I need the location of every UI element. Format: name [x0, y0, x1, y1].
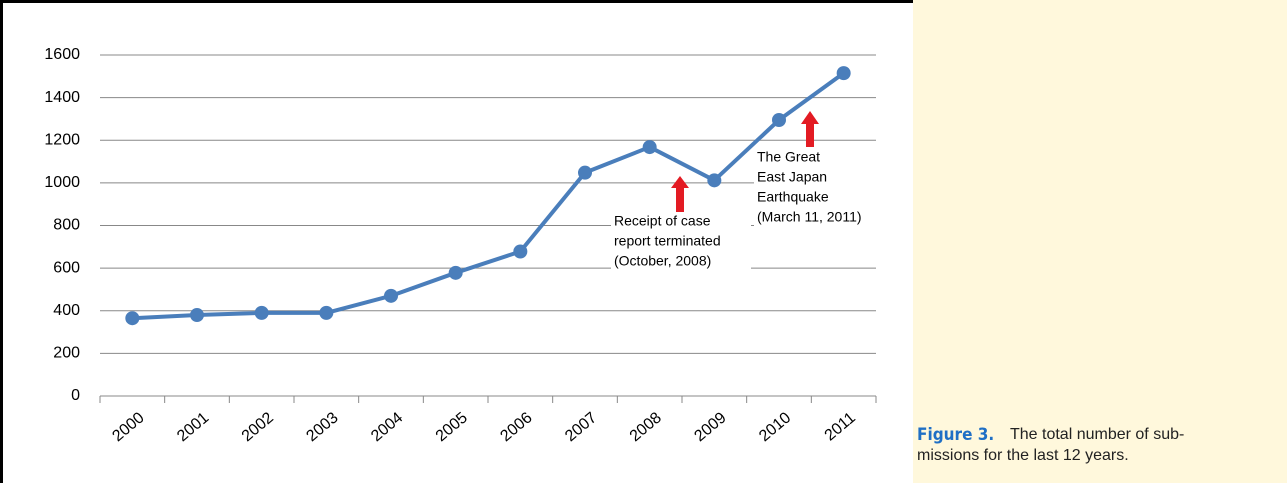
caption-panel [913, 0, 1287, 483]
x-tick-label: 2004 [368, 409, 406, 445]
x-tick-label: 2005 [433, 409, 471, 445]
annotation-box [754, 148, 882, 230]
y-tick-label: 800 [53, 217, 80, 234]
y-tick-label: 1600 [44, 46, 80, 63]
point [448, 265, 463, 280]
annotation: East Japan [757, 169, 827, 185]
annotation-box [611, 212, 751, 272]
annotation: report terminated [614, 233, 721, 249]
y-tick-label: 400 [53, 302, 80, 319]
arrow [671, 111, 819, 212]
x-tick-label: 2002 [239, 409, 277, 445]
line [132, 71, 845, 321]
x-tick-label: 2007 [562, 409, 600, 445]
annotation: (October, 2008) [614, 253, 711, 269]
x-tick-label: 2000 [109, 409, 147, 445]
x-tick-label: 2003 [303, 409, 341, 445]
point [578, 165, 592, 180]
caption-text: The total number of sub- [1010, 426, 1184, 443]
annotation: The Great [757, 149, 820, 165]
point [772, 113, 786, 128]
x-tick-label: 2001 [174, 409, 212, 445]
x-tick-label: 2011 [822, 409, 859, 444]
point [254, 305, 269, 320]
x-tick-label: 2010 [756, 409, 794, 445]
annotation: Earthquake [757, 189, 829, 205]
caption-text: missions for the last 12 years. [917, 447, 1129, 464]
point [642, 140, 657, 155]
y-tick-label: 1400 [44, 89, 80, 106]
x-tick-label: 2006 [497, 409, 535, 445]
point [190, 308, 204, 323]
point [319, 305, 334, 320]
point [836, 66, 851, 81]
point [513, 244, 528, 259]
point [384, 288, 398, 303]
y-tick-label: 600 [53, 259, 80, 276]
x-tick-label: 2009 [691, 409, 729, 445]
point [707, 173, 722, 188]
y-tick-label: 1200 [44, 131, 80, 148]
y-tick-label: 0 [71, 387, 80, 404]
x-tick-label: 2008 [627, 409, 665, 445]
annotation: (March 11, 2011) [757, 209, 862, 225]
y-tick-label: 200 [53, 345, 80, 362]
annotation: Receipt of case [614, 213, 711, 229]
y-tick-label: 1000 [44, 174, 80, 191]
caption-label: Figure 3. [917, 425, 994, 445]
point [125, 311, 140, 326]
